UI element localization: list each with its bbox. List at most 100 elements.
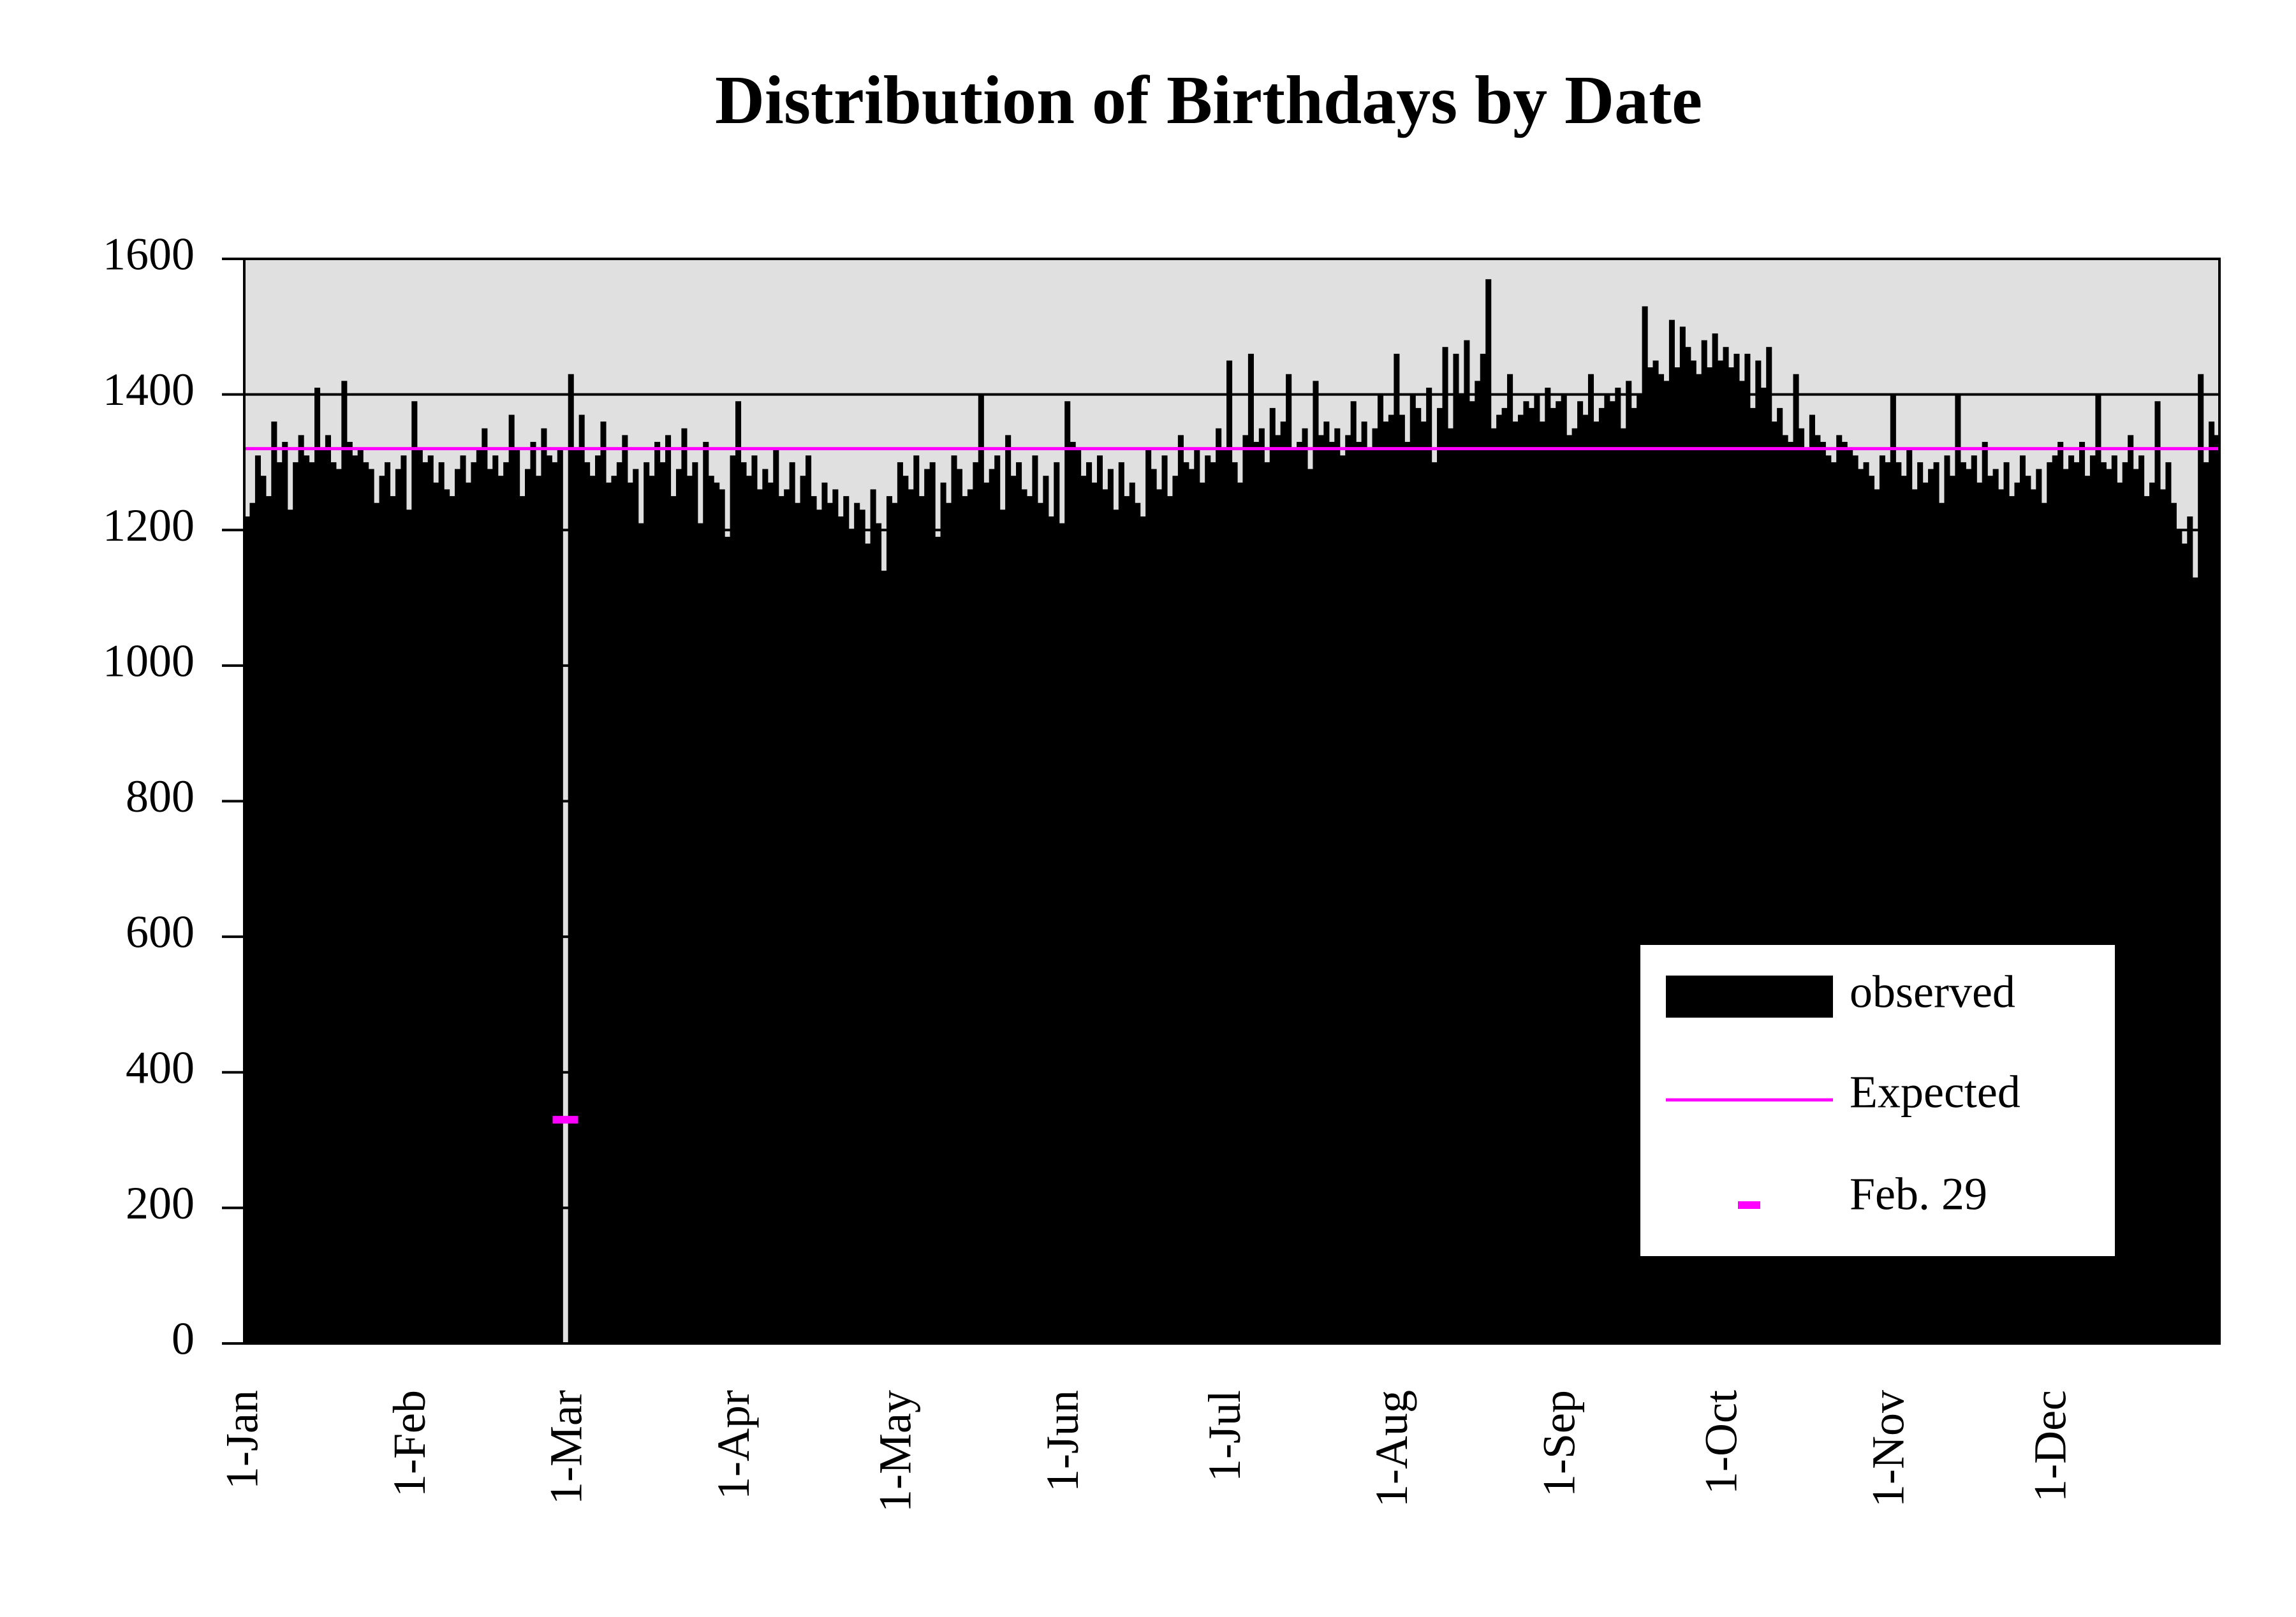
bar bbox=[1534, 394, 1540, 1343]
bar bbox=[2111, 455, 2117, 1343]
bar bbox=[1269, 407, 1276, 1344]
bar bbox=[514, 448, 520, 1343]
bar bbox=[1210, 462, 1216, 1343]
bar bbox=[665, 435, 672, 1343]
bar bbox=[1183, 462, 1189, 1343]
bar bbox=[335, 469, 342, 1343]
bar bbox=[1145, 448, 1152, 1343]
bar bbox=[1437, 407, 1443, 1344]
bar bbox=[541, 428, 547, 1343]
bar bbox=[1626, 381, 1632, 1343]
x-tick-label: 1-Aug bbox=[1366, 1390, 1417, 1507]
bar bbox=[1070, 442, 1076, 1344]
bar bbox=[956, 469, 963, 1343]
bar bbox=[1226, 360, 1233, 1343]
bar bbox=[1291, 448, 1297, 1343]
legend: observed Expected Feb. 29 bbox=[1638, 942, 2117, 1259]
bar bbox=[1760, 387, 1767, 1343]
bar bbox=[1350, 401, 1357, 1343]
bar bbox=[881, 571, 887, 1343]
bar bbox=[2089, 455, 2096, 1343]
bar bbox=[1566, 435, 1573, 1343]
legend-label: observed bbox=[1850, 967, 2015, 1018]
bar bbox=[1442, 347, 1448, 1343]
bar bbox=[1388, 414, 1394, 1343]
bar bbox=[1723, 347, 1729, 1343]
bar bbox=[1221, 448, 1227, 1343]
bar bbox=[374, 502, 380, 1343]
x-tick-label: 1-May bbox=[870, 1390, 921, 1512]
bar bbox=[821, 482, 828, 1343]
bar bbox=[444, 489, 450, 1343]
bar bbox=[848, 530, 855, 1343]
bar bbox=[1102, 489, 1108, 1343]
bar bbox=[282, 442, 288, 1344]
bar bbox=[1258, 428, 1265, 1343]
bar bbox=[309, 462, 315, 1343]
bar bbox=[1275, 435, 1281, 1343]
bar bbox=[886, 496, 893, 1343]
bar bbox=[897, 462, 903, 1343]
bar bbox=[1766, 347, 1772, 1343]
bar bbox=[714, 482, 720, 1343]
bar bbox=[644, 462, 650, 1343]
y-tick-label: 1400 bbox=[103, 364, 195, 415]
bar bbox=[2203, 462, 2209, 1343]
x-tick-label: 1-Mar bbox=[540, 1390, 591, 1505]
x-tick-label: 1-Jun bbox=[1037, 1390, 1088, 1492]
bar bbox=[352, 455, 358, 1343]
bar bbox=[1010, 476, 1017, 1344]
bar bbox=[1464, 340, 1470, 1344]
bar bbox=[1539, 421, 1545, 1343]
bar bbox=[1475, 381, 1481, 1343]
bar bbox=[2106, 469, 2112, 1343]
bar bbox=[908, 489, 914, 1343]
bar bbox=[568, 374, 574, 1344]
bar bbox=[1771, 421, 1777, 1343]
bar bbox=[1172, 476, 1179, 1344]
bar bbox=[1707, 367, 1713, 1343]
bar bbox=[330, 462, 337, 1343]
bar bbox=[692, 462, 698, 1343]
bar bbox=[487, 469, 493, 1343]
bar bbox=[1399, 414, 1405, 1343]
bar bbox=[2214, 435, 2220, 1343]
bar bbox=[260, 476, 267, 1344]
bar bbox=[287, 509, 293, 1344]
bar bbox=[1458, 394, 1464, 1343]
bar bbox=[1571, 428, 1578, 1343]
bar bbox=[675, 469, 682, 1343]
bar bbox=[1982, 442, 1988, 1344]
bar bbox=[1286, 374, 1292, 1344]
bar bbox=[1587, 374, 1594, 1344]
bar bbox=[967, 489, 973, 1343]
bar bbox=[1480, 353, 1486, 1343]
bar bbox=[1367, 448, 1373, 1343]
bar bbox=[859, 509, 865, 1344]
bar bbox=[1075, 448, 1082, 1343]
bar bbox=[1663, 381, 1670, 1343]
y-tick-label: 200 bbox=[126, 1178, 195, 1229]
bar bbox=[1334, 428, 1341, 1343]
bar bbox=[870, 489, 876, 1343]
bar bbox=[2057, 442, 2064, 1344]
bar bbox=[1830, 462, 1837, 1343]
bar bbox=[1631, 407, 1637, 1344]
bar bbox=[854, 502, 860, 1343]
bar bbox=[951, 455, 957, 1343]
bar bbox=[1841, 442, 1848, 1344]
bar bbox=[1156, 489, 1163, 1343]
bar bbox=[918, 496, 925, 1343]
bar bbox=[2052, 455, 2058, 1343]
bar bbox=[1161, 455, 1168, 1343]
bar bbox=[465, 482, 471, 1343]
bar bbox=[1323, 421, 1330, 1343]
bar bbox=[1755, 360, 1762, 1343]
x-tick-label: 1-Nov bbox=[1863, 1390, 1914, 1507]
bar bbox=[1129, 482, 1135, 1343]
bar bbox=[784, 489, 790, 1343]
bar bbox=[595, 455, 601, 1343]
bar bbox=[2117, 482, 2123, 1343]
bar bbox=[341, 381, 348, 1343]
bar bbox=[293, 462, 299, 1343]
